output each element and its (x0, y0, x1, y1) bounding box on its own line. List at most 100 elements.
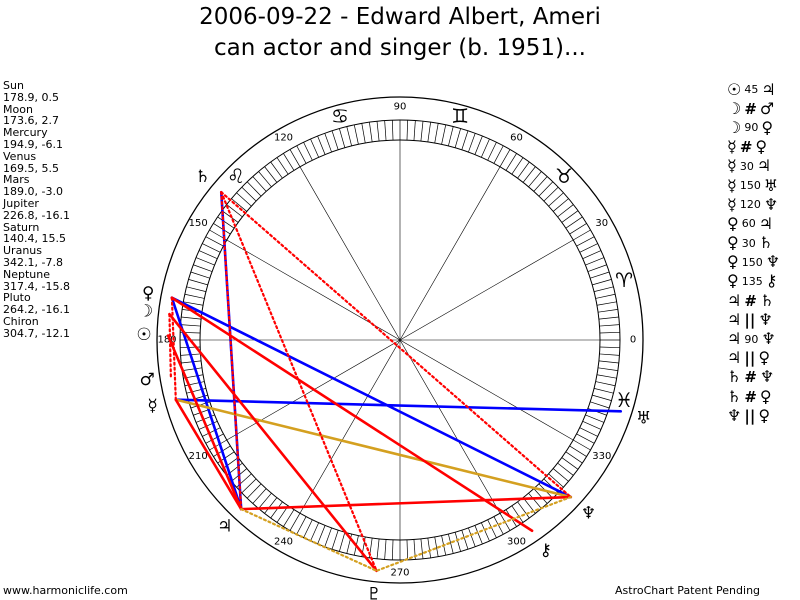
degree-tick (361, 123, 366, 144)
degree-tick (481, 138, 490, 158)
aspect-planet-1: ♄ (727, 386, 742, 406)
aspect-planet-2: ♆ (761, 329, 776, 349)
aspect-row: ☽ # ♂ (727, 99, 797, 118)
degree-tick (181, 360, 202, 364)
degree-tick (493, 145, 504, 164)
planet-name: Sun (3, 79, 24, 92)
planet-pluto-icon: ♇ (367, 585, 382, 600)
degree-label: 210 (189, 451, 208, 462)
degree-tick (324, 527, 332, 547)
house-spoke (399, 239, 574, 341)
degree-tick (258, 492, 272, 509)
outer-ring (156, 96, 644, 584)
degree-tick (599, 346, 620, 349)
degree-tick (434, 536, 439, 557)
degree-tick (289, 513, 301, 531)
aspect-value: 150 (739, 179, 761, 193)
aspect-planet-1: ☿ (727, 156, 737, 176)
planet-saturn-icon: ♄ (195, 167, 210, 187)
degree-tick (339, 128, 346, 148)
aspect-row: ♃ # ♄ (727, 291, 797, 310)
degree-tick (528, 492, 542, 509)
degree-tick (198, 421, 218, 430)
degree-tick (264, 497, 278, 514)
aspect-planet-2: ♀ (759, 386, 772, 406)
degree-tick (186, 286, 207, 292)
degree-tick (264, 166, 278, 183)
degree-tick (406, 120, 409, 141)
aspect-row: ♄ # ♀ (727, 387, 797, 406)
degree-tick (283, 509, 295, 527)
degree-tick (303, 142, 313, 161)
degree-tick (582, 250, 602, 259)
degree-tick (569, 445, 587, 457)
degree-tick (434, 123, 439, 144)
degree-tick (369, 122, 373, 142)
degree-tick (420, 538, 424, 559)
degree-tick (317, 525, 326, 545)
degree-tick (324, 133, 332, 153)
aspect-value: 30 (741, 236, 756, 250)
degree-tick (573, 229, 591, 241)
aspect-line-mercury-uranus (174, 398, 623, 413)
degree-tick (384, 539, 387, 560)
aspect-value: || (744, 406, 756, 425)
degree-tick (598, 367, 618, 371)
aspect-row: ☉ 45 ♃ (727, 80, 797, 99)
aspect-value: 150 (741, 255, 763, 269)
aspect-planet-2: ♄ (759, 290, 775, 310)
degree-tick (193, 264, 213, 272)
degree-tick (376, 538, 380, 559)
degree-tick (557, 462, 574, 476)
degree-tick (246, 483, 262, 499)
degree-tick (593, 286, 614, 292)
degree-tick (270, 161, 283, 179)
degree-tick (331, 530, 339, 550)
zodiac-taurus-icon: ♉ (555, 164, 573, 188)
aspect-row: ☿ # ♀ (727, 138, 797, 157)
aspect-value: # (744, 368, 757, 387)
degree-tick (579, 427, 598, 437)
degree-tick (289, 149, 301, 167)
degree-label: 150 (189, 218, 208, 229)
degree-tick (209, 439, 227, 451)
house-spoke (299, 166, 401, 341)
aspect-planet-2: ♀ (755, 137, 768, 157)
planet-values: 194.9, -6.1 (3, 137, 63, 151)
degree-tick (420, 121, 424, 142)
aspect-row: ♄ # ♆ (727, 368, 797, 387)
aspect-planet-2: ♆ (758, 309, 773, 329)
aspect-planet-1: ♃ (727, 290, 742, 310)
planet-values: 264.2, -16.1 (3, 303, 70, 317)
degree-label: 180 (157, 335, 176, 346)
degree-label: 330 (592, 451, 611, 462)
degree-tick (598, 360, 619, 364)
degree-tick (587, 264, 607, 272)
degree-tick (331, 130, 339, 150)
degree-tick (505, 153, 517, 171)
degree-tick (599, 353, 620, 356)
aspect-planet-1: ♀ (727, 271, 739, 291)
degree-tick (391, 539, 394, 560)
degree-tick (511, 505, 524, 523)
degree-tick (270, 501, 283, 519)
planet-name: Moon (3, 102, 33, 116)
degree-tick (310, 138, 319, 158)
degree-tick (468, 527, 476, 547)
aspect-row: ♀ 60 ♃ (727, 214, 797, 233)
aspect-planet-2: ♆ (763, 194, 779, 214)
degree-tick (599, 331, 620, 334)
aspect-line-neptune-pluto (375, 495, 572, 572)
zodiac-leo-icon: ♌ (227, 164, 245, 188)
degree-tick (406, 539, 409, 560)
planet-name: Neptune (3, 267, 51, 281)
planet-values: 173.6, 2.7 (3, 114, 59, 128)
aspect-line-saturn-neptune (220, 191, 572, 499)
degree-tick (585, 257, 605, 266)
degree-tick (217, 216, 235, 229)
degree-tick (339, 532, 346, 552)
degree-tick (413, 120, 416, 141)
aspect-value: # (744, 99, 757, 118)
degree-tick (246, 181, 262, 197)
